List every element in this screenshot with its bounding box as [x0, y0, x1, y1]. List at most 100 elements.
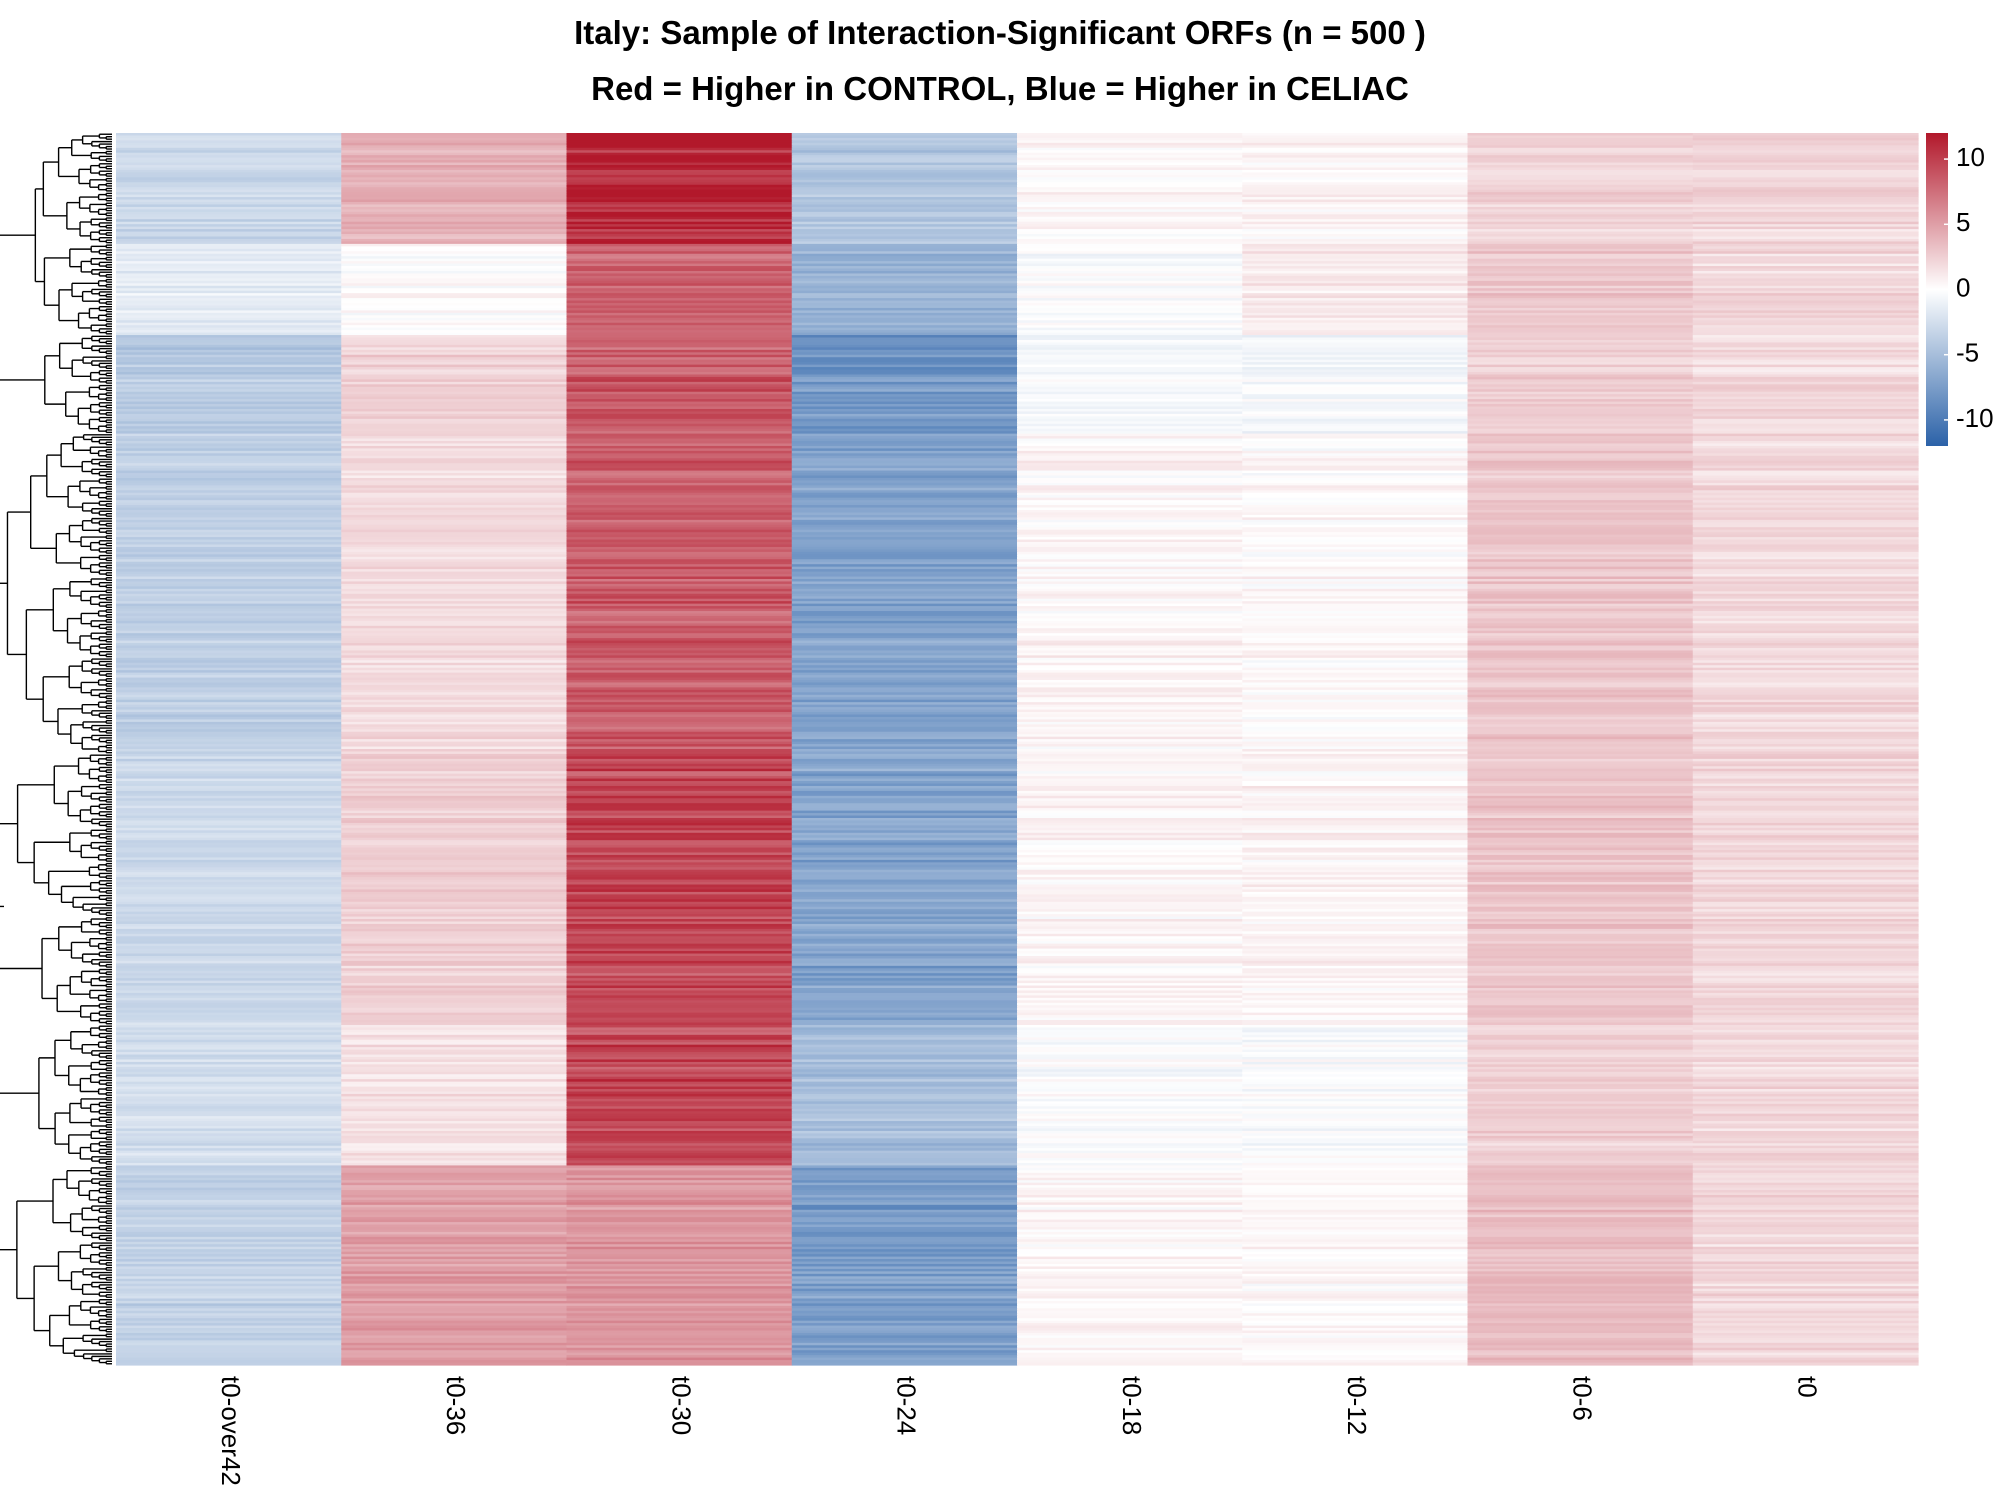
heatmap-cell — [1692, 1111, 1919, 1115]
heatmap-cell — [1017, 618, 1243, 622]
heatmap-cell — [116, 177, 342, 181]
heatmap-cell — [1017, 477, 1243, 482]
heatmap-cell — [1242, 1093, 1469, 1098]
heatmap-cell — [116, 1047, 342, 1051]
heatmap-cell — [1467, 1000, 1694, 1004]
heatmap-cell — [566, 376, 793, 380]
heatmap-cell — [1692, 413, 1919, 417]
heatmap-cell — [341, 825, 568, 829]
heatmap-cell — [1467, 1153, 1694, 1157]
heatmap-cell — [1242, 209, 1469, 213]
heatmap-cell — [116, 335, 342, 339]
heatmap-cell — [116, 840, 342, 844]
heatmap-cell — [1242, 593, 1469, 597]
heatmap-cell — [1017, 423, 1243, 427]
heatmap-cell — [341, 1153, 568, 1157]
heatmap-cell — [1242, 418, 1469, 422]
heatmap-cell — [1467, 236, 1694, 240]
heatmap-cell — [1467, 886, 1694, 891]
heatmap-cell — [566, 182, 793, 186]
heatmap-cell — [341, 761, 568, 765]
heatmap-cell — [341, 850, 568, 854]
heatmap-cell — [566, 753, 793, 757]
heatmap-cell — [116, 1143, 342, 1147]
heatmap-cell — [566, 978, 793, 982]
heatmap-cell — [566, 1113, 793, 1117]
heatmap-cell — [566, 529, 793, 533]
heatmap-cell — [1467, 729, 1694, 733]
heatmap-cell — [566, 662, 793, 666]
heatmap-cell — [566, 401, 793, 405]
heatmap-cell — [1242, 941, 1469, 945]
heatmap-cell — [1692, 490, 1919, 494]
heatmap-cell — [566, 507, 793, 511]
heatmap-cell — [566, 707, 793, 711]
heatmap-cell — [341, 603, 568, 607]
heatmap-cell — [791, 712, 1018, 716]
heatmap-cell — [1017, 406, 1243, 410]
heatmap-cell — [1017, 1010, 1243, 1014]
heatmap-cell — [116, 1135, 342, 1139]
heatmap-cell — [1242, 914, 1469, 918]
heatmap-cell — [341, 411, 568, 415]
heatmap-cell — [566, 569, 793, 573]
heatmap-cell — [1017, 342, 1243, 346]
heatmap-cell — [1692, 620, 1919, 624]
heatmap-cell — [1467, 357, 1694, 361]
heatmap-cell — [1467, 1098, 1694, 1102]
heatmap-cell — [1692, 495, 1919, 499]
heatmap-cell — [1242, 243, 1469, 247]
heatmap-cell — [791, 201, 1018, 206]
heatmap-cell — [341, 731, 568, 735]
heatmap-cell — [1692, 362, 1919, 366]
heatmap-cell — [341, 643, 568, 647]
heatmap-cell — [1692, 1116, 1919, 1120]
heatmap-cell — [1017, 571, 1243, 575]
heatmap-cell — [341, 827, 568, 831]
heatmap-cell — [791, 179, 1018, 183]
heatmap-cell — [566, 408, 793, 413]
heatmap-cell — [116, 184, 342, 188]
heatmap-cell — [341, 921, 568, 925]
heatmap-cell — [1467, 714, 1694, 718]
heatmap-cell — [1017, 921, 1243, 925]
heatmap-cell — [1242, 135, 1469, 139]
heatmap-cell — [341, 408, 568, 413]
heatmap-cell — [116, 441, 342, 445]
heatmap-cell — [1242, 625, 1469, 629]
heatmap-cell — [1242, 497, 1469, 501]
heatmap-cell — [1017, 1079, 1243, 1083]
heatmap-cell — [791, 458, 1018, 462]
heatmap-cell — [1467, 234, 1694, 238]
heatmap-cell — [341, 1113, 568, 1117]
heatmap-cell — [116, 744, 342, 748]
heatmap-cell — [341, 344, 568, 348]
heatmap-cell — [791, 327, 1018, 331]
heatmap-cell — [116, 270, 342, 275]
heatmap-cell — [116, 886, 342, 891]
heatmap-cell — [1017, 753, 1243, 757]
heatmap-cell — [1242, 529, 1469, 533]
heatmap-cell — [116, 487, 342, 491]
heatmap-cell — [566, 266, 793, 270]
heatmap-cell — [566, 487, 793, 491]
heatmap-cell — [1242, 822, 1469, 826]
heatmap-cell — [1692, 330, 1919, 334]
heatmap-cell — [791, 524, 1018, 528]
heatmap-cell — [1692, 891, 1919, 895]
heatmap-cell — [1017, 1007, 1243, 1011]
heatmap-cell — [1467, 677, 1694, 681]
heatmap-cell — [341, 857, 568, 861]
heatmap-cell — [1242, 857, 1469, 861]
heatmap-cell — [1692, 697, 1919, 701]
heatmap-cell — [1467, 980, 1694, 984]
heatmap-cell — [1692, 278, 1919, 282]
heatmap-cell — [116, 813, 342, 817]
heatmap-cell — [566, 391, 793, 395]
heatmap-cell — [1242, 1084, 1469, 1088]
heatmap-cell — [1242, 1002, 1469, 1006]
heatmap-cell — [1017, 468, 1243, 472]
heatmap-cell — [566, 749, 793, 753]
heatmap-cell — [341, 1199, 568, 1203]
heatmap-cell — [1017, 209, 1243, 213]
